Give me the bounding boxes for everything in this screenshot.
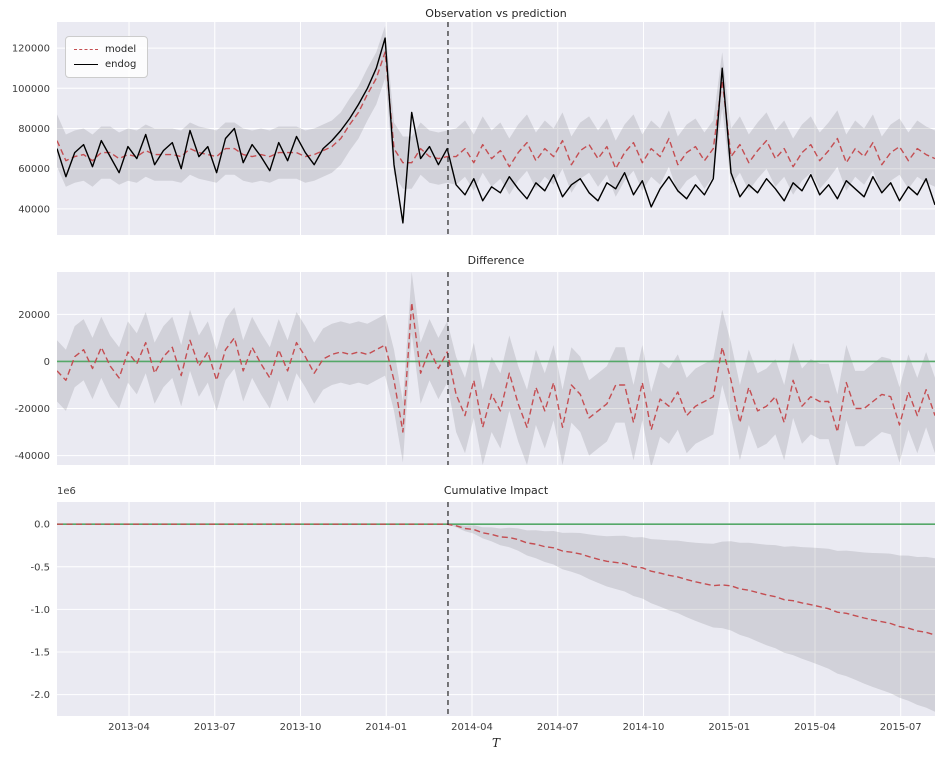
svg-text:0.0: 0.0 [34,520,50,531]
svg-text:60000: 60000 [18,164,50,175]
legend-entry-endog: endog [74,57,136,72]
svg-text:-40000: -40000 [15,451,50,462]
y-axis-offset-label: 1e6 [57,486,76,497]
svg-text:2013-07: 2013-07 [194,722,236,733]
svg-text:20000: 20000 [18,310,50,321]
legend-entry-model: model [74,42,136,57]
svg-text:2015-04: 2015-04 [794,722,836,733]
svg-text:-0.5: -0.5 [30,562,50,573]
chart3-title: Cumulative Impact [443,484,549,497]
svg-text:-1.5: -1.5 [30,648,50,659]
legend-endog-line-sample [74,64,98,65]
svg-text:0: 0 [44,357,50,368]
svg-text:80000: 80000 [18,124,50,135]
legend-model-line-sample [74,49,98,50]
svg-text:100000: 100000 [12,84,50,95]
svg-text:2014-01: 2014-01 [365,722,407,733]
svg-text:-1.0: -1.0 [30,605,50,616]
svg-text:120000: 120000 [12,44,50,55]
legend-model-label: model [105,44,137,55]
chart1-title: Observation vs prediction [425,7,567,20]
x-axis-label: T [491,736,500,750]
svg-text:2014-04: 2014-04 [451,722,493,733]
svg-text:2014-10: 2014-10 [623,722,665,733]
svg-text:2013-04: 2013-04 [108,722,150,733]
svg-text:2015-07: 2015-07 [880,722,922,733]
legend-endog-label: endog [105,59,137,70]
svg-text:40000: 40000 [18,204,50,215]
svg-text:2014-07: 2014-07 [537,722,579,733]
svg-text:-20000: -20000 [15,404,50,415]
svg-text:2013-10: 2013-10 [280,722,322,733]
chart2-title: Difference [467,254,525,267]
legend: model endog [65,36,149,78]
svg-text:2015-01: 2015-01 [708,722,750,733]
svg-text:-2.0: -2.0 [30,690,50,701]
